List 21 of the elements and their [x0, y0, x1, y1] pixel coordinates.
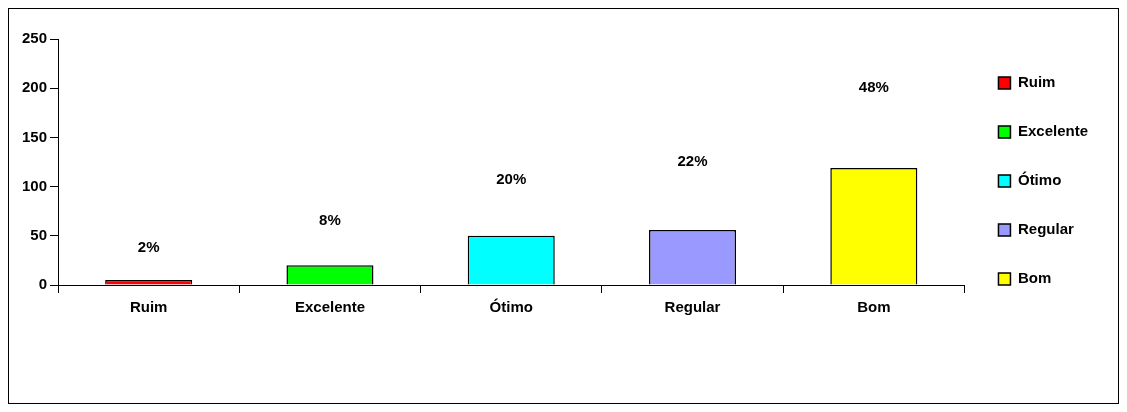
annotation: 22% [677, 152, 708, 170]
x-tick-label: Ótimo [489, 298, 533, 316]
x-tick-label: Ruim [129, 298, 168, 316]
y-tick-label: 100 [22, 176, 48, 194]
x-tick-label: Excelente [294, 298, 365, 316]
x-tick-label: Regular [664, 298, 721, 316]
annotation: 8% [319, 211, 341, 229]
legend-label: Ruim [1017, 73, 1056, 91]
annotation: 2% [137, 238, 160, 256]
legend-label: Ótimo [1017, 171, 1062, 189]
annotation: 20% [496, 169, 527, 187]
legend-label: Bom [1017, 269, 1052, 287]
x-tick-label: Bom [857, 298, 891, 316]
y-tick-label: 200 [22, 78, 48, 96]
y-tick-label: 250 [22, 29, 48, 47]
legend-label: Regular [1017, 220, 1074, 238]
y-tick-label: 50 [30, 225, 48, 243]
y-tick-label: 150 [22, 127, 48, 145]
annotation: 48% [858, 78, 889, 96]
legend-label: Excelente [1017, 122, 1089, 140]
y-tick-label: 0 [38, 275, 48, 293]
